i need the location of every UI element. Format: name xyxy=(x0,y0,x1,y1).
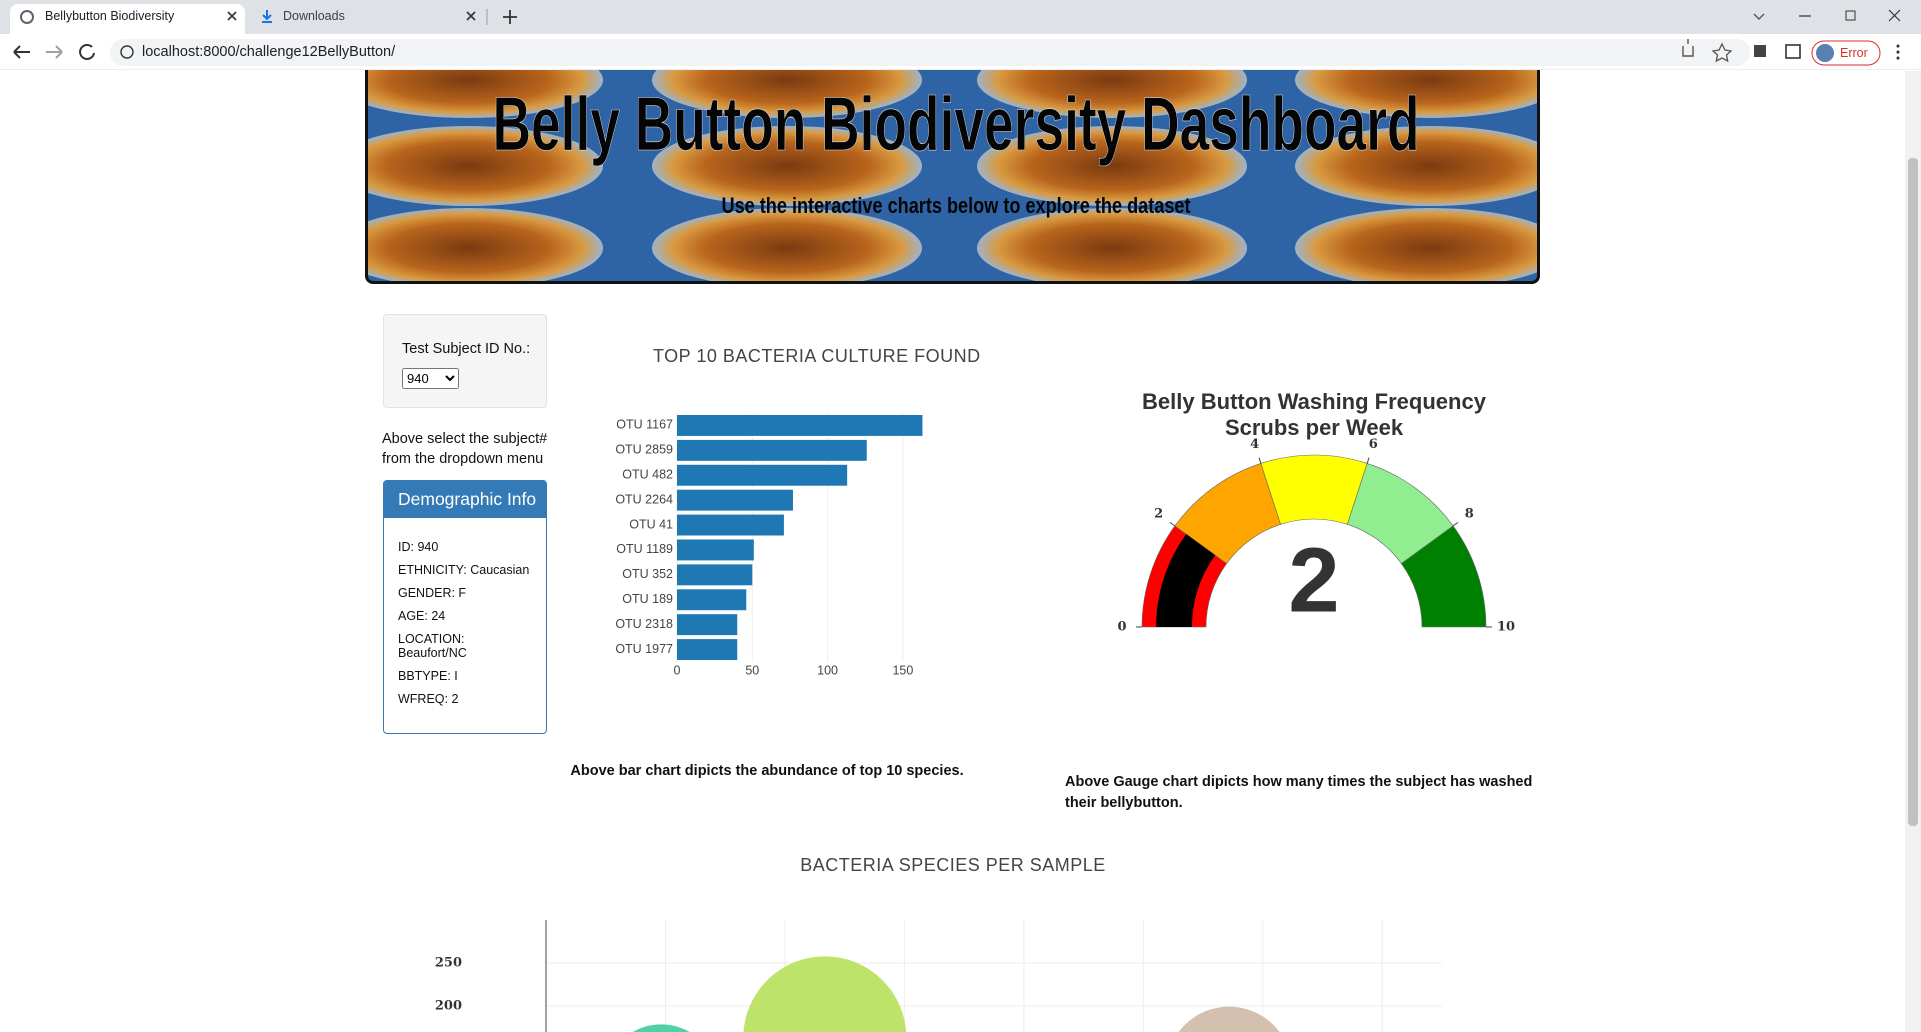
bar xyxy=(677,639,738,661)
selector-well xyxy=(383,314,547,408)
gauge-title: Belly Button Washing Frequency xyxy=(1142,389,1487,414)
gauge-tick-label: 4 xyxy=(1250,437,1259,452)
close-window[interactable] xyxy=(1888,9,1901,22)
gauge-tick-label: 10 xyxy=(1497,620,1515,635)
profile-label: Error xyxy=(1840,46,1868,60)
y-tick-label: OTU 2859 xyxy=(615,443,673,457)
gauge-bar xyxy=(1156,534,1216,627)
bookmark[interactable] xyxy=(1711,42,1733,63)
demographic-row: AGE: 24 xyxy=(398,609,446,623)
demographic-row: ID: 940 xyxy=(398,540,439,554)
tab-favicon xyxy=(20,10,34,24)
gauge-tick-label: 8 xyxy=(1465,507,1474,522)
y-tick-label: OTU 2318 xyxy=(615,617,673,631)
avatar xyxy=(1816,44,1834,62)
bar xyxy=(677,464,848,486)
demographic-row: BBTYPE: I xyxy=(398,669,458,683)
demographic-row: LOCATION: Beaufort/NC xyxy=(398,632,467,660)
site-info[interactable] xyxy=(120,45,134,59)
y-tick-label: 200 xyxy=(435,999,462,1014)
chart-title: BACTERIA SPECIES PER SAMPLE xyxy=(800,855,1106,875)
bubble xyxy=(632,1024,690,1032)
gauge-tick-label: 2 xyxy=(1154,507,1163,522)
bubble xyxy=(1178,1006,1280,1032)
reload[interactable] xyxy=(79,44,95,60)
url: localhost:8000/challenge12BellyButton/ xyxy=(142,44,396,60)
subject-select[interactable]: 940 xyxy=(402,368,459,389)
gauge-tick xyxy=(1258,457,1262,464)
y-tick-label: 250 xyxy=(435,956,462,971)
dashboard-title: Belly Button Biodiversity Dashboard xyxy=(493,82,1420,167)
gauge-tick xyxy=(1366,457,1370,464)
dishes xyxy=(368,70,1537,281)
y-tick-label: OTU 482 xyxy=(622,468,673,482)
x-tick-label: 50 xyxy=(745,663,759,677)
bar xyxy=(677,589,747,611)
gauge-tick-label: 6 xyxy=(1369,437,1378,452)
side-panel[interactable] xyxy=(1785,44,1801,59)
banner: Belly Button Biodiversity Dashboard Use … xyxy=(365,70,1540,284)
y-tick-label: OTU 189 xyxy=(622,592,673,606)
demographic-row: ETHNICITY: Caucasian xyxy=(398,563,530,577)
x-tick-label: 0 xyxy=(674,663,681,677)
chart-title: TOP 10 BACTERIA CULTURE FOUND xyxy=(653,346,981,366)
y-tick-label: OTU 1189 xyxy=(616,542,673,556)
demographic-panel: Demographic Info ID: 940 ETHNICITY: Cauca… xyxy=(383,480,547,734)
tab-title: Downloads xyxy=(283,9,345,23)
tab-close[interactable] xyxy=(466,11,476,21)
gauge-tick xyxy=(1452,521,1459,527)
banner-image: Belly Button Biodiversity Dashboard Use … xyxy=(368,70,1537,281)
back[interactable] xyxy=(13,45,30,59)
chrome-icons xyxy=(0,9,1921,70)
forward[interactable] xyxy=(46,45,63,59)
gauge-tick xyxy=(1169,521,1176,527)
bar xyxy=(677,614,738,636)
tab-strip xyxy=(0,0,1921,34)
share[interactable] xyxy=(1682,39,1694,57)
x-tick-label: 100 xyxy=(817,663,838,677)
bar xyxy=(677,489,793,511)
active-tab[interactable] xyxy=(10,4,245,34)
extensions[interactable] xyxy=(1754,45,1766,57)
bar xyxy=(677,414,923,436)
scrollbar-thumb[interactable] xyxy=(1908,158,1918,826)
selector-label: Test Subject ID No.: xyxy=(402,341,531,357)
demographic-row: GENDER: F xyxy=(398,586,467,600)
panel-heading: Demographic Info xyxy=(384,481,546,518)
gauge-value: 2 xyxy=(1288,529,1339,631)
selector-note: Above select the subject# from the dropd… xyxy=(382,431,548,467)
restore[interactable] xyxy=(1845,10,1856,21)
y-tick-label: OTU 1977 xyxy=(615,642,673,656)
tab-close[interactable] xyxy=(227,11,237,21)
y-tick-label: OTU 2264 xyxy=(615,492,673,506)
demographic-row: WFREQ: 2 xyxy=(398,692,459,706)
panel-body: ID: 940 ETHNICITY: Caucasian GENDER: F AGE:… xyxy=(384,518,546,706)
bar xyxy=(677,539,754,561)
bubble xyxy=(743,956,907,1032)
download-icon xyxy=(262,10,272,23)
dashboard-subtitle: Use the interactive charts below to expl… xyxy=(722,193,1192,218)
gauge-subtitle: Scrubs per Week xyxy=(1225,415,1404,440)
omnibox[interactable] xyxy=(110,39,1750,66)
gauge-caption: Above Gauge chart dipicts how many times… xyxy=(1065,774,1533,811)
y-tick-label: OTU 41 xyxy=(629,517,673,531)
bar xyxy=(677,564,753,586)
bar xyxy=(677,439,867,461)
tab-title: Bellybutton Biodiversity xyxy=(45,9,175,23)
bar-caption: Above bar chart dipicts the abundance of… xyxy=(570,763,964,779)
gauge-tick-label: 0 xyxy=(1117,620,1126,635)
x-tick-label: 150 xyxy=(892,663,913,677)
y-tick-label: OTU 352 xyxy=(622,567,673,581)
tab-search[interactable] xyxy=(1753,13,1765,20)
new-tab[interactable] xyxy=(503,10,517,24)
bar xyxy=(677,514,784,536)
y-tick-label: OTU 1167 xyxy=(616,418,673,432)
